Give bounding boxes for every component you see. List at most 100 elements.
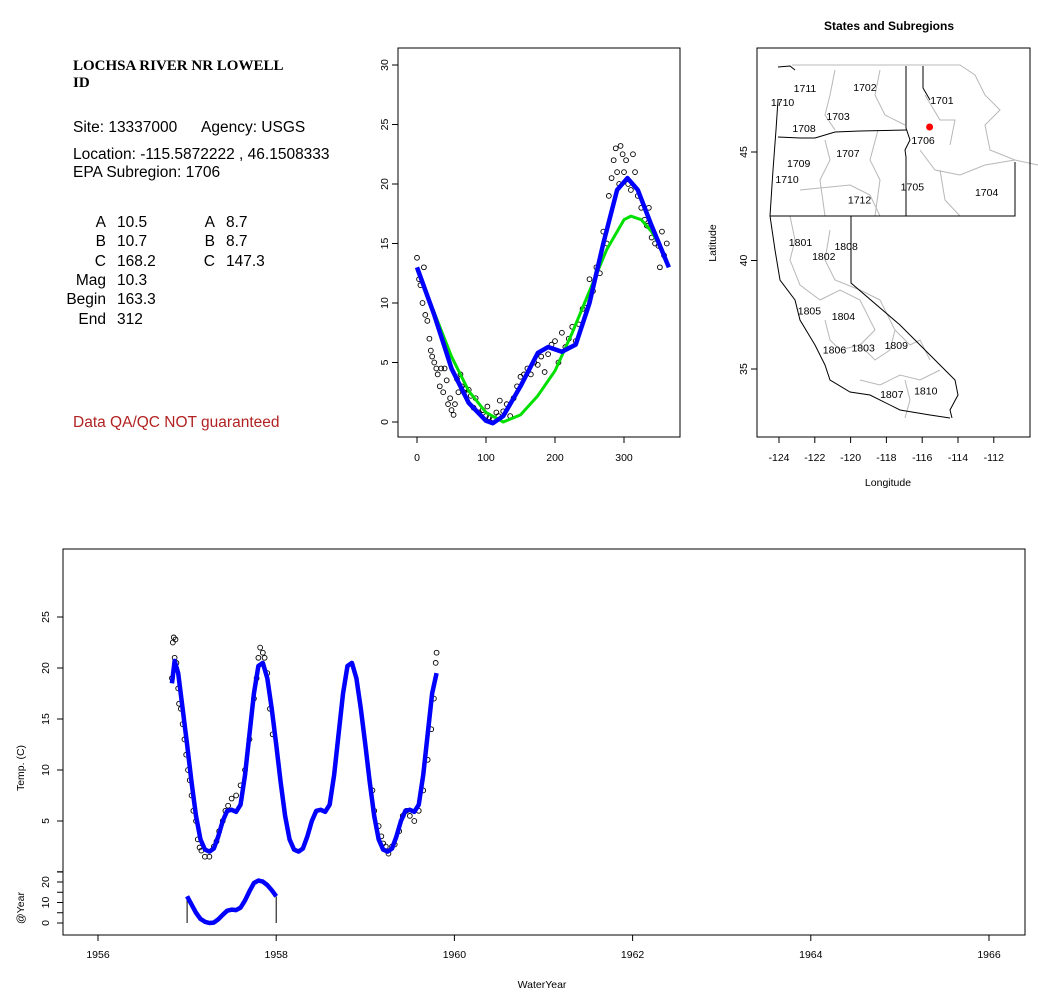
data-point <box>630 151 636 158</box>
data-point <box>452 401 458 408</box>
param-value: 163.3 <box>117 291 156 309</box>
map-y-label: Latitude <box>707 224 719 262</box>
data-point <box>541 369 548 375</box>
data-point <box>440 389 447 396</box>
subregion-label: 1810 <box>914 386 938 398</box>
data-point <box>419 300 426 306</box>
x-tick-label: 0 <box>414 452 420 464</box>
ts-year-y-label: @Year <box>15 892 27 924</box>
param-label: A <box>204 214 215 231</box>
data-point <box>432 660 439 666</box>
data-point <box>433 649 440 656</box>
x-tick-label: -122 <box>804 452 825 464</box>
x-tick-label: 300 <box>615 452 633 464</box>
subregion-label: 1710 <box>771 97 795 109</box>
data-point <box>407 813 413 819</box>
data-point <box>663 240 670 247</box>
data-point <box>623 157 629 164</box>
data-point <box>586 276 593 283</box>
data-point <box>433 365 440 372</box>
subregion-boundaries <box>789 64 1038 419</box>
data-point <box>447 395 453 402</box>
data-point <box>225 802 231 809</box>
subregion-label: 1701 <box>930 95 954 107</box>
param-value: 10.7 <box>117 233 148 251</box>
data-point <box>621 169 627 175</box>
site-state: ID <box>73 75 90 91</box>
year-y-tick-label: 20 <box>40 876 52 888</box>
data-point <box>261 654 268 661</box>
site-name: LOCHSA RIVER NR LOWELL <box>73 58 284 74</box>
param-label: A <box>95 214 106 231</box>
map-plot-frame <box>756 47 1031 438</box>
data-point <box>614 169 620 175</box>
param-label: End <box>78 310 106 328</box>
agency: Agency: USGS <box>201 119 306 136</box>
y-tick-label: 5 <box>40 818 52 824</box>
data-point <box>610 157 617 164</box>
qa-disclaimer: Data QA/QC NOT guaranteed <box>73 414 280 431</box>
x-tick-label: -120 <box>840 452 861 464</box>
param-label: B <box>95 233 106 251</box>
data-point <box>434 371 441 378</box>
param-value: 312 <box>117 310 143 328</box>
param-value: 147.3 <box>226 252 265 270</box>
param-label: Mag <box>75 271 106 289</box>
data-point <box>436 383 443 390</box>
subregion-label: 1801 <box>789 237 813 249</box>
subregion-label: 1804 <box>832 311 856 323</box>
data-point <box>617 143 624 149</box>
data-point <box>545 351 551 358</box>
data-point <box>534 362 541 368</box>
x-tick-label: 1960 <box>443 949 467 961</box>
location: Location: -115.5872222 , 46.1508333 <box>73 146 330 163</box>
x-tick-label: -112 <box>984 452 1004 464</box>
x-tick-label: 1962 <box>621 949 645 961</box>
data-point <box>445 401 451 408</box>
x-tick-label: 1956 <box>86 949 110 961</box>
map-x-label: Longitude <box>865 477 911 489</box>
subregion-label: 1711 <box>794 83 817 95</box>
x-tick-label: 1958 <box>265 949 289 961</box>
data-point <box>657 264 663 271</box>
subregion-map: States and Subregions <box>707 19 1038 489</box>
subregion-label: 1805 <box>798 305 822 317</box>
data-point <box>414 254 420 261</box>
subregion-label: 1702 <box>853 82 877 94</box>
x-tick-label: -124 <box>768 452 789 464</box>
data-point <box>257 644 264 651</box>
x-tick-label: 1966 <box>977 949 1001 961</box>
y-tick-label: 5 <box>379 359 391 365</box>
x-tick-label: -118 <box>876 452 896 464</box>
data-point <box>438 365 445 372</box>
subregion-label: 1706 <box>911 135 935 147</box>
data-point <box>411 818 418 824</box>
x-tick-label: 100 <box>477 452 495 464</box>
data-point <box>206 853 213 860</box>
data-point <box>233 792 239 799</box>
subregion-label: 1808 <box>834 241 858 253</box>
data-point <box>632 169 638 175</box>
site-marker <box>926 123 934 131</box>
year-fit-curve <box>185 878 279 926</box>
doy-plot-frame <box>397 47 681 438</box>
data-point <box>259 649 266 656</box>
data-point <box>450 412 457 418</box>
data-point <box>169 639 176 646</box>
data-point <box>612 145 619 152</box>
x-tick-label: -114 <box>948 452 968 464</box>
y-tick-label: 20 <box>379 178 391 190</box>
subregion-label: 1803 <box>851 342 875 354</box>
subregion-label: 1707 <box>836 148 860 160</box>
year-y-tick-label: 10 <box>40 897 52 909</box>
param-label: Begin <box>66 291 106 309</box>
day-of-year-chart: 0 100 200 300 0 5 10 15 20 25 30 <box>379 47 681 464</box>
fit-curve-green <box>415 214 671 424</box>
subregion-label: 1802 <box>812 251 836 263</box>
subregion-label: 1705 <box>901 182 925 194</box>
ts-x-label: WaterYear <box>518 979 567 991</box>
data-point <box>422 312 429 318</box>
epa-subregion: EPA Subregion: 1706 <box>73 164 221 181</box>
y-tick-label: 15 <box>379 238 391 250</box>
param-value: 10.5 <box>117 214 148 231</box>
